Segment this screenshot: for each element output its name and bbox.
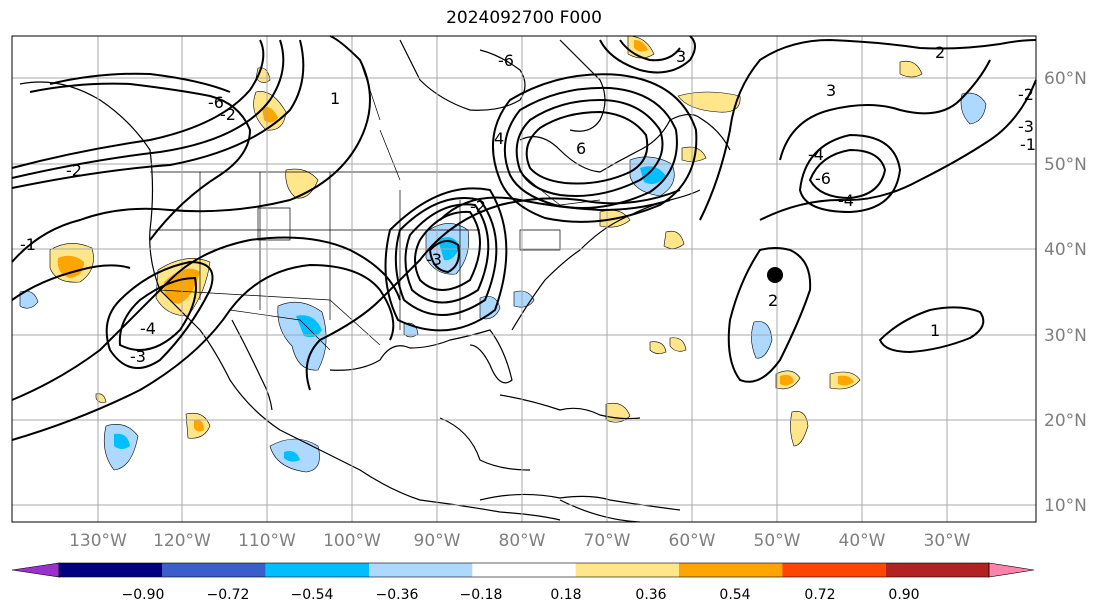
- colorbar: [11, 562, 1035, 578]
- contour-label: -6: [498, 51, 514, 70]
- colorbar-tick: 0.54: [719, 587, 750, 603]
- map-title: 2024092700 F000: [446, 8, 602, 28]
- colorbar-segment: [369, 563, 473, 577]
- contour-label: -4: [838, 191, 854, 210]
- contour-label: 4: [494, 129, 504, 148]
- lon-label: 70°W: [584, 531, 631, 551]
- contour-label: -6: [208, 93, 224, 112]
- contour-label: 1: [930, 321, 940, 340]
- colorbar-tick: −0.90: [122, 587, 165, 603]
- colorbar-extend-min: [11, 562, 60, 578]
- contour-label: 2: [768, 291, 778, 310]
- colorbar-tick: −0.18: [460, 587, 503, 603]
- colorbar-tick: 0.72: [804, 587, 835, 603]
- colorbar-tick-labels: −0.90 −0.72 −0.54 −0.36 −0.18 0.18 0.36 …: [122, 587, 920, 603]
- contour-label: -1: [1020, 135, 1036, 154]
- colorbar-segment: [162, 563, 266, 577]
- contour-label-group: 2 3 -6 -1 -2 -3 -4 -6 -3 -2 1 6 2 -6 -4 …: [20, 43, 1036, 366]
- colorbar-segment: [782, 563, 886, 577]
- colorbar-segment: [575, 563, 679, 577]
- latitude-labels: 60°N 50°N 40°N 30°N 20°N 10°N: [1044, 69, 1087, 516]
- lat-label: 50°N: [1044, 155, 1087, 175]
- lon-label: 80°W: [499, 531, 546, 551]
- lon-label: 110°W: [238, 531, 296, 551]
- contour-label: -2: [1018, 85, 1034, 104]
- colorbar-segment: [265, 563, 369, 577]
- colorbar-tick: −0.54: [291, 587, 334, 603]
- contour-label: -3: [426, 250, 442, 269]
- colorbar-segment: [885, 563, 989, 577]
- colorbar-tick: 0.18: [550, 587, 581, 603]
- contour-label: -2: [220, 105, 236, 124]
- lon-label: 130°W: [69, 531, 127, 551]
- contour-lines: [11, 35, 1037, 441]
- colorbar-tick: −0.36: [376, 587, 419, 603]
- coastlines: [19, 39, 731, 523]
- lon-label: 30°W: [924, 531, 971, 551]
- contour-label: -6: [815, 169, 831, 188]
- contour-label: 3: [826, 81, 836, 100]
- lon-label: 90°W: [414, 531, 461, 551]
- colorbar-tick: 0.90: [888, 587, 919, 603]
- contour-label: -4: [808, 145, 824, 164]
- contour-label: 3: [676, 47, 686, 66]
- colorbar-segment: [59, 563, 163, 577]
- lon-label: 120°W: [153, 531, 211, 551]
- lon-label: 50°W: [754, 531, 801, 551]
- contour-label: -3: [130, 347, 146, 366]
- contour-label: 6: [576, 139, 586, 158]
- lon-label: 40°W: [839, 531, 886, 551]
- colorbar-outline: [58, 562, 990, 578]
- storm-position-marker: [767, 267, 783, 283]
- colorbar-extend-max: [988, 562, 1035, 578]
- colorbar-segment: [472, 563, 576, 577]
- lat-label: 20°N: [1044, 411, 1087, 431]
- lat-label: 60°N: [1044, 69, 1087, 89]
- contour-label: -2: [470, 197, 486, 216]
- colorbar-tick: 0.36: [635, 587, 666, 603]
- contour-label: -4: [140, 319, 156, 338]
- lat-label: 30°N: [1044, 326, 1087, 346]
- contour-label: -3: [1018, 117, 1034, 136]
- colorbar-tick: −0.72: [207, 587, 250, 603]
- lat-label: 10°N: [1044, 496, 1087, 516]
- colorbar-segment: [679, 563, 783, 577]
- lat-label: 40°N: [1044, 240, 1087, 260]
- contour-label: -1: [20, 235, 36, 254]
- longitude-labels: 130°W 120°W 110°W 100°W 90°W 80°W 70°W 6…: [69, 531, 971, 551]
- contour-label: 2: [935, 43, 945, 62]
- contour-label: 1: [330, 89, 340, 108]
- lon-label: 100°W: [323, 531, 381, 551]
- contour-label: -2: [66, 161, 82, 180]
- lon-label: 60°W: [669, 531, 716, 551]
